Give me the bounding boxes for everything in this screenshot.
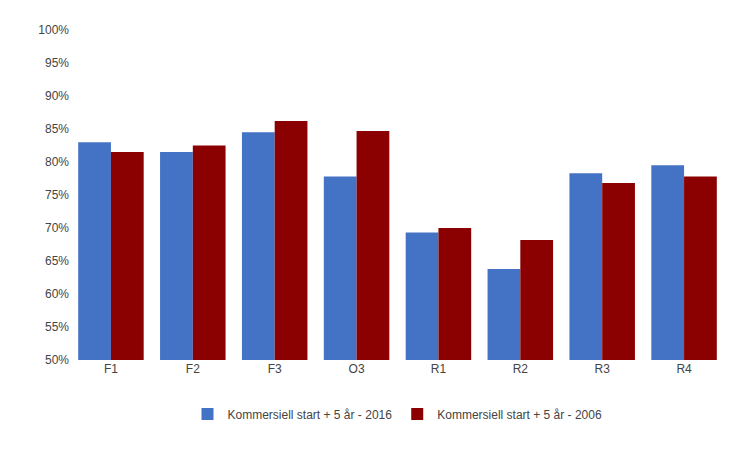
svg-text:75%: 75% [45, 188, 69, 202]
svg-text:60%: 60% [45, 287, 69, 301]
svg-text:R3: R3 [595, 362, 611, 376]
svg-text:65%: 65% [45, 254, 69, 268]
svg-text:100%: 100% [38, 23, 69, 37]
svg-text:55%: 55% [45, 320, 69, 334]
svg-text:85%: 85% [45, 122, 69, 136]
svg-text:Kommersiell start + 5 år - 201: Kommersiell start + 5 år - 2016 [228, 408, 393, 422]
svg-text:R1: R1 [431, 362, 447, 376]
svg-text:F3: F3 [268, 362, 282, 376]
svg-text:50%: 50% [45, 353, 69, 367]
svg-text:70%: 70% [45, 221, 69, 235]
svg-text:R2: R2 [513, 362, 529, 376]
svg-text:R4: R4 [676, 362, 692, 376]
svg-text:F2: F2 [186, 362, 200, 376]
svg-text:O3: O3 [349, 362, 365, 376]
svg-text:F1: F1 [104, 362, 118, 376]
svg-text:90%: 90% [45, 89, 69, 103]
svg-text:80%: 80% [45, 155, 69, 169]
svg-text:95%: 95% [45, 56, 69, 70]
svg-text:Kommersiell start + 5 år - 200: Kommersiell start + 5 år - 2006 [437, 408, 602, 422]
